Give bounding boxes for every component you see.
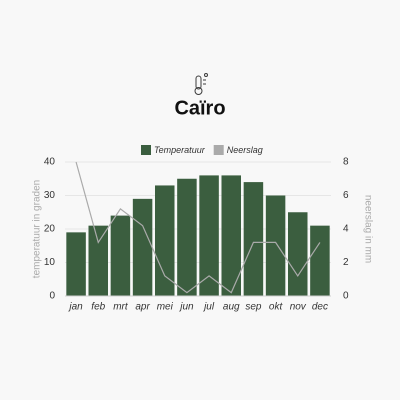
x-tick-label: aug: [223, 302, 240, 313]
x-tick-label: okt: [269, 302, 284, 313]
bar: [199, 175, 219, 296]
y2-axis-label: neerslag in mm: [362, 195, 373, 263]
y-tick-label: 0: [49, 291, 55, 302]
bar: [132, 198, 153, 296]
y-tick-label: 20: [44, 224, 56, 235]
x-tick-label: jan: [67, 302, 83, 313]
bar: [154, 185, 175, 296]
y2-tick-label: 6: [343, 190, 349, 201]
bar: [243, 182, 264, 296]
y2-tick-label: 8: [343, 157, 349, 168]
x-tick-label: mei: [157, 302, 174, 313]
x-tick-label: nov: [290, 302, 307, 313]
bar: [110, 215, 131, 296]
x-tick-label: sep: [245, 302, 262, 313]
bar: [221, 175, 242, 296]
y-tick-label: 30: [44, 190, 56, 201]
y2-tick-label: 4: [343, 224, 349, 235]
x-tick-label: jul: [202, 302, 215, 313]
legend-swatch: [141, 145, 151, 155]
bar: [88, 225, 109, 296]
y-tick-label: 10: [44, 257, 56, 268]
thermometer-icon: [194, 73, 208, 95]
x-tick-label: feb: [91, 302, 105, 313]
y2-tick-label: 0: [343, 291, 349, 302]
y-tick-label: 40: [44, 157, 56, 168]
bar: [66, 232, 86, 296]
legend-label: Temperatuur: [154, 145, 206, 155]
x-tick-label: apr: [135, 302, 150, 313]
bar: [177, 178, 197, 296]
x-tick-label: mrt: [113, 302, 129, 313]
y-axis-label: temperatuur in graden: [32, 180, 43, 278]
y2-tick-label: 2: [343, 257, 349, 268]
chart-title: Caïro: [174, 97, 225, 119]
x-tick-label: dec: [312, 302, 328, 313]
bar: [287, 212, 308, 296]
bar: [310, 225, 330, 296]
legend-swatch: [213, 145, 224, 155]
x-tick-label: jun: [178, 302, 194, 313]
bar: [265, 195, 286, 296]
line: [75, 161, 321, 294]
legend-label: Neerslag: [227, 145, 263, 155]
